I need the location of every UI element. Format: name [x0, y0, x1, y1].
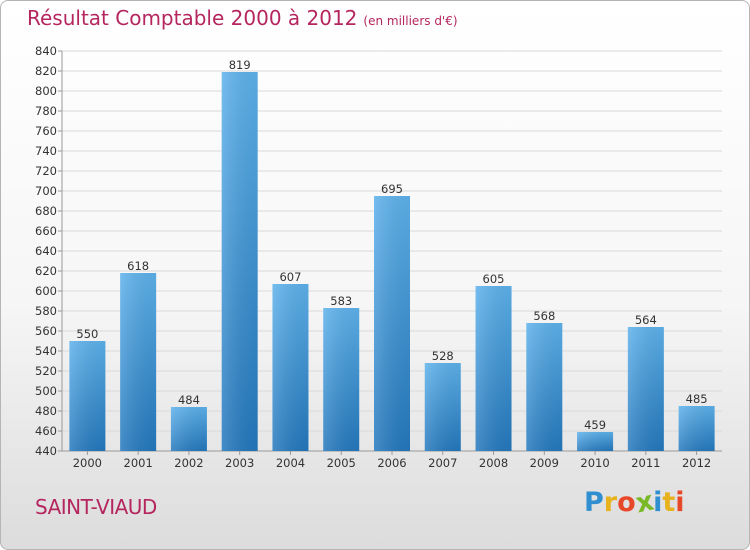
y-tick-label: 720 — [35, 164, 57, 178]
data-label: 550 — [76, 327, 98, 341]
data-label: 459 — [584, 418, 606, 432]
x-tick-label: 2011 — [631, 456, 660, 470]
y-tick-label: 760 — [35, 124, 57, 138]
x-tick-label: 2012 — [682, 456, 711, 470]
data-label: 695 — [381, 182, 403, 196]
x-tick-label: 2004 — [276, 456, 305, 470]
bars: 550 618 484 819 607 583 695 528 605 568 459 564 485 — [69, 58, 715, 451]
data-label: 568 — [533, 309, 555, 323]
place-name: SAINT-VIAUD — [35, 495, 157, 519]
bar-shade — [475, 286, 512, 451]
y-tick-label: 520 — [35, 364, 57, 378]
x-tick-label: 2007 — [428, 456, 457, 470]
y-tick-label: 500 — [35, 384, 57, 398]
x-tick-label: 2006 — [377, 456, 406, 470]
y-tick-label: 480 — [35, 404, 57, 418]
bar-shade — [323, 308, 360, 451]
y-tick-label: 540 — [35, 344, 57, 358]
y-tick-label: 740 — [35, 144, 57, 158]
y-tick-label: 680 — [35, 204, 57, 218]
bar-shade — [526, 323, 563, 451]
x-tick-label: 2008 — [479, 456, 508, 470]
y-tick-label: 820 — [35, 64, 57, 78]
y-tick-label: 660 — [35, 224, 57, 238]
x-tick-label: 2000 — [73, 456, 102, 470]
logo-letter: t — [662, 487, 676, 518]
data-label: 607 — [279, 270, 301, 284]
y-tick-label: 700 — [35, 184, 57, 198]
y-tick-label: 560 — [35, 324, 57, 338]
bar-shade — [678, 406, 715, 451]
logo-letter: r — [603, 487, 618, 518]
data-label: 484 — [178, 393, 200, 407]
bar-shade — [170, 407, 207, 451]
y-tick-label: 840 — [35, 44, 57, 58]
x-tick-label: 2003 — [225, 456, 254, 470]
bar-shade — [577, 432, 614, 451]
y-tick-label: 640 — [35, 244, 57, 258]
chart-title: Résultat Comptable 2000 à 2012 (en millie… — [27, 6, 458, 30]
y-tick-label: 600 — [35, 284, 57, 298]
data-label: 528 — [432, 349, 454, 363]
bar-shade — [374, 196, 410, 451]
bar-shade — [627, 327, 664, 451]
logo-letter: P — [584, 487, 604, 518]
data-label: 583 — [330, 294, 352, 308]
logo-letter: o — [617, 487, 636, 518]
data-label: 485 — [686, 392, 708, 406]
data-label: 819 — [229, 58, 251, 72]
x-tick-label: 2009 — [530, 456, 559, 470]
x-axis-ticks: 2000 2001 2002 2003 2004 2005 2006 2007 2008 2009… — [73, 451, 711, 470]
data-label: 605 — [483, 272, 505, 286]
y-tick-label: 440 — [35, 444, 57, 458]
bar-shade — [120, 273, 157, 451]
y-tick-label: 580 — [35, 304, 57, 318]
logo-letter: i — [675, 487, 685, 518]
x-tick-label: 2005 — [327, 456, 356, 470]
x-tick-label: 2010 — [580, 456, 609, 470]
x-tick-label: 2002 — [174, 456, 203, 470]
y-tick-label: 800 — [35, 84, 57, 98]
y-tick-label: 460 — [35, 424, 57, 438]
logo-letter: i — [653, 487, 663, 518]
bar-shade — [424, 363, 461, 451]
data-label: 564 — [635, 313, 657, 327]
bar-shade — [272, 284, 309, 451]
chart-subtitle: (en milliers d'€) — [363, 14, 458, 28]
bar-shade — [221, 72, 258, 451]
proxiti-logo: Proxiti — [584, 486, 685, 520]
y-tick-label: 780 — [35, 104, 57, 118]
x-tick-label: 2001 — [124, 456, 153, 470]
y-tick-label: 620 — [35, 264, 57, 278]
data-label: 618 — [127, 259, 149, 273]
bar-shade — [69, 341, 106, 451]
